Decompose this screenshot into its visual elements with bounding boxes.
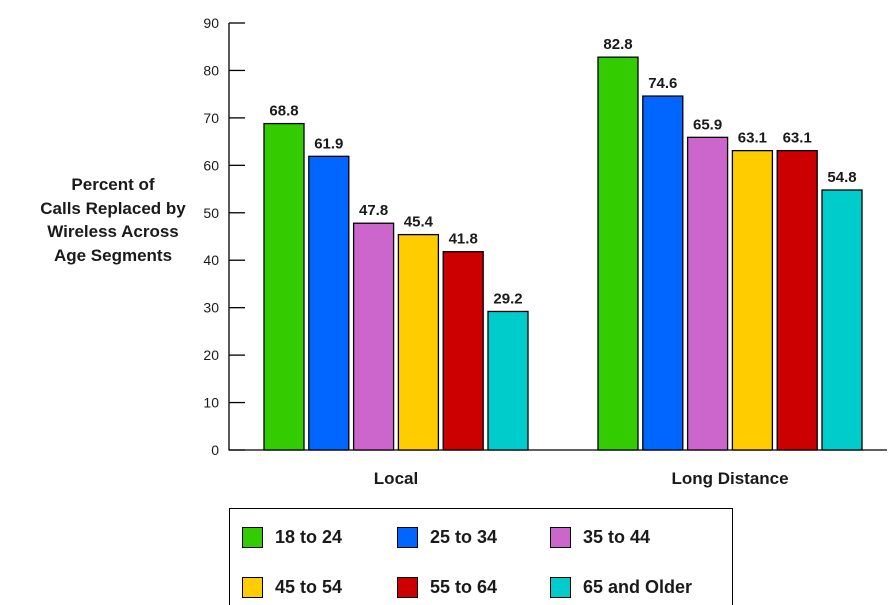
data-label: 68.8 [269, 103, 298, 120]
legend-swatch [242, 576, 263, 598]
bar [776, 149, 818, 451]
y-axis-label-line: Calls Replaced by [40, 198, 186, 218]
data-label: 41.8 [449, 231, 478, 248]
legend-label: 45 to 54 [275, 576, 343, 597]
legend-swatch [550, 526, 571, 548]
y-tick-label: 60 [203, 157, 219, 173]
y-tick-label: 20 [203, 347, 219, 363]
data-label: 45.4 [404, 214, 434, 231]
y-tick-label: 0 [211, 442, 219, 458]
data-label: 61.9 [314, 135, 343, 152]
legend-label: 65 and Older [583, 576, 693, 597]
data-label: 63.1 [783, 130, 812, 147]
bar [597, 56, 639, 451]
bar [487, 310, 529, 451]
legend-label: 18 to 24 [275, 526, 343, 547]
bar [686, 136, 729, 451]
y-axis-label: Percent of Calls Replaced by Wireless Ac… [18, 173, 208, 267]
y-axis-label-line: Age Segments [53, 245, 173, 265]
legend-swatch [550, 576, 571, 598]
legend-label: 35 to 44 [583, 526, 651, 547]
data-label: 65.9 [693, 116, 722, 133]
data-label: 47.8 [359, 202, 388, 219]
bar [442, 251, 484, 451]
data-label: 29.2 [493, 290, 522, 307]
y-tick-label: 80 [203, 62, 219, 78]
x-category-label: Long Distance [671, 469, 788, 488]
legend-item-55-to-64: 55 to 64 [397, 575, 497, 599]
x-category-label: Local [374, 469, 418, 488]
y-tick-label: 50 [203, 205, 219, 221]
legend-label: 25 to 34 [430, 526, 498, 547]
data-label: 63.1 [738, 130, 767, 147]
legend-label: 55 to 64 [430, 576, 498, 597]
bar [263, 122, 305, 451]
data-label: 54.8 [827, 169, 856, 186]
legend-swatch [397, 576, 418, 598]
legend-item-65-and-older: 65 and Older [550, 575, 692, 599]
legend-item-35-to-44: 35 to 44 [550, 525, 650, 549]
y-tick-label: 70 [203, 110, 219, 126]
legend-swatch [242, 526, 263, 548]
legend: 18 to 24 25 to 34 35 to 44 45 to 54 55 t… [229, 508, 733, 605]
y-tick-label: 40 [203, 252, 219, 268]
legend-item-45-to-54: 45 to 54 [242, 575, 342, 599]
data-label: 82.8 [603, 36, 632, 53]
bar [642, 95, 684, 451]
y-tick-label: 30 [203, 300, 219, 316]
bar [731, 149, 774, 451]
y-axis-label-line: Percent of [71, 175, 155, 194]
data-label: 74.6 [648, 75, 677, 92]
legend-item-25-to-34: 25 to 34 [397, 525, 497, 549]
legend-swatch [397, 526, 418, 548]
bar [397, 233, 440, 451]
y-tick-label: 90 [203, 15, 219, 31]
legend-item-18-to-24: 18 to 24 [242, 525, 342, 549]
bar [352, 222, 395, 451]
bar [821, 189, 863, 451]
y-tick-label: 10 [203, 395, 219, 411]
bar [308, 155, 350, 451]
y-axis-label-line: Wireless Across [47, 222, 179, 241]
